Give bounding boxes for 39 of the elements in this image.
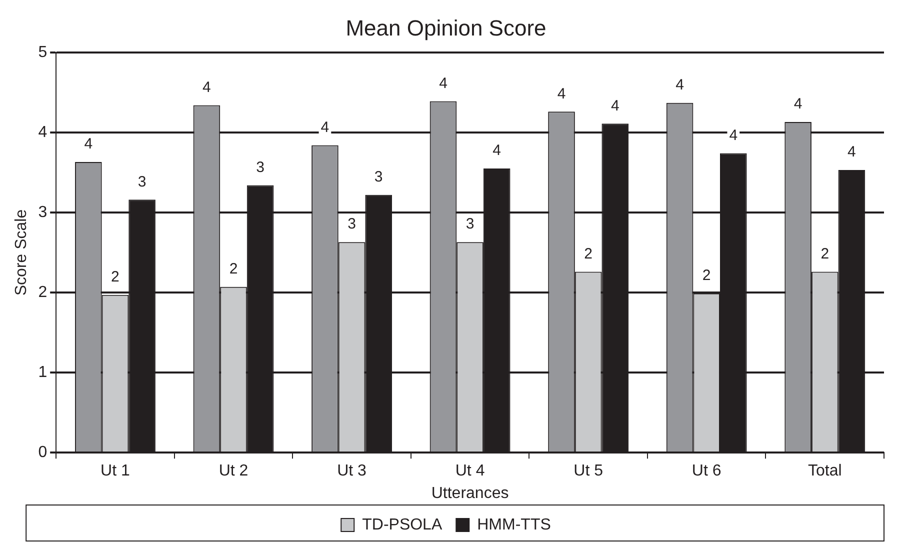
y-tick-label: 3: [38, 204, 48, 221]
data-label: 2: [111, 268, 120, 286]
data-label: 4: [729, 126, 738, 144]
x-tick-label: Ut 2: [218, 462, 248, 480]
data-label: 2: [820, 245, 830, 262]
data-label: 4: [202, 78, 211, 96]
data-label: 3: [466, 216, 474, 233]
x-tick-label: Ut 5: [574, 462, 604, 480]
data-label: 2: [229, 260, 238, 278]
y-tick-label: 1: [38, 364, 48, 381]
data-label: 4: [794, 96, 802, 113]
y-tick-label: 2: [38, 284, 48, 301]
legend-label: HMM-TTS: [477, 516, 551, 534]
data-label: 3: [348, 216, 356, 233]
data-label: 4: [320, 118, 330, 136]
y-tick-label: 4: [38, 124, 48, 141]
data-label: 3: [138, 173, 146, 190]
legend-label: TD-PSOLA: [362, 516, 442, 534]
y-tick-label: 0: [38, 444, 48, 462]
x-tick-label: Total: [808, 462, 842, 480]
y-tick-label: 5: [38, 44, 48, 61]
data-label: 4: [492, 142, 502, 160]
data-label: 2: [702, 266, 711, 284]
data-label: 4: [439, 74, 448, 92]
data-label: 3: [374, 168, 383, 186]
data-label: 3: [256, 158, 264, 176]
data-label: 4: [610, 97, 620, 114]
data-label: 2: [584, 245, 592, 262]
data-label: 4: [848, 144, 856, 161]
x-tick-label: Ut 6: [692, 462, 722, 480]
x-tick-label: Ut 4: [455, 462, 485, 480]
x-axis-title: Utterances: [431, 484, 509, 502]
data-label: 4: [557, 85, 566, 102]
data-label: 4: [84, 136, 93, 153]
data-label: 4: [676, 76, 684, 94]
y-axis-title: Score Scale: [13, 209, 30, 296]
x-tick-label: Ut 3: [337, 462, 367, 480]
chart-title: Mean Opinion Score: [346, 15, 546, 40]
x-tick-label: Ut 1: [100, 462, 130, 480]
